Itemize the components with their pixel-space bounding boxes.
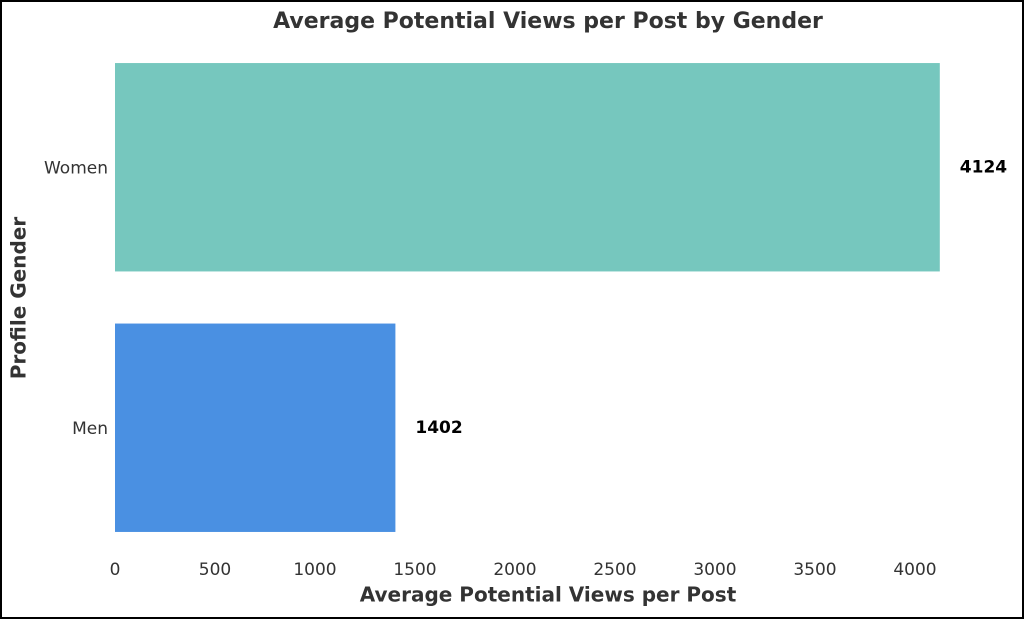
value-label: 1402	[415, 418, 462, 438]
x-tick-label: 2000	[493, 560, 536, 580]
x-tick-label: 500	[199, 560, 231, 580]
x-tick-label: 4000	[893, 560, 936, 580]
chart-title: Average Potential Views per Post by Gend…	[273, 9, 823, 34]
y-tick-label: Men	[72, 419, 108, 439]
bar	[115, 63, 940, 272]
y-tick-label: Women	[44, 158, 108, 178]
x-tick-label: 2500	[593, 560, 636, 580]
value-label: 4124	[960, 157, 1007, 177]
x-axis-label: Average Potential Views per Post	[360, 583, 737, 607]
x-tick-label: 0	[110, 560, 121, 580]
bar	[115, 323, 396, 532]
y-axis-label: Profile Gender	[7, 217, 31, 380]
x-tick-label: 1000	[293, 560, 336, 580]
x-tick-label: 1500	[393, 560, 436, 580]
x-tick-label: 3000	[693, 560, 736, 580]
x-tick-label: 3500	[793, 560, 836, 580]
